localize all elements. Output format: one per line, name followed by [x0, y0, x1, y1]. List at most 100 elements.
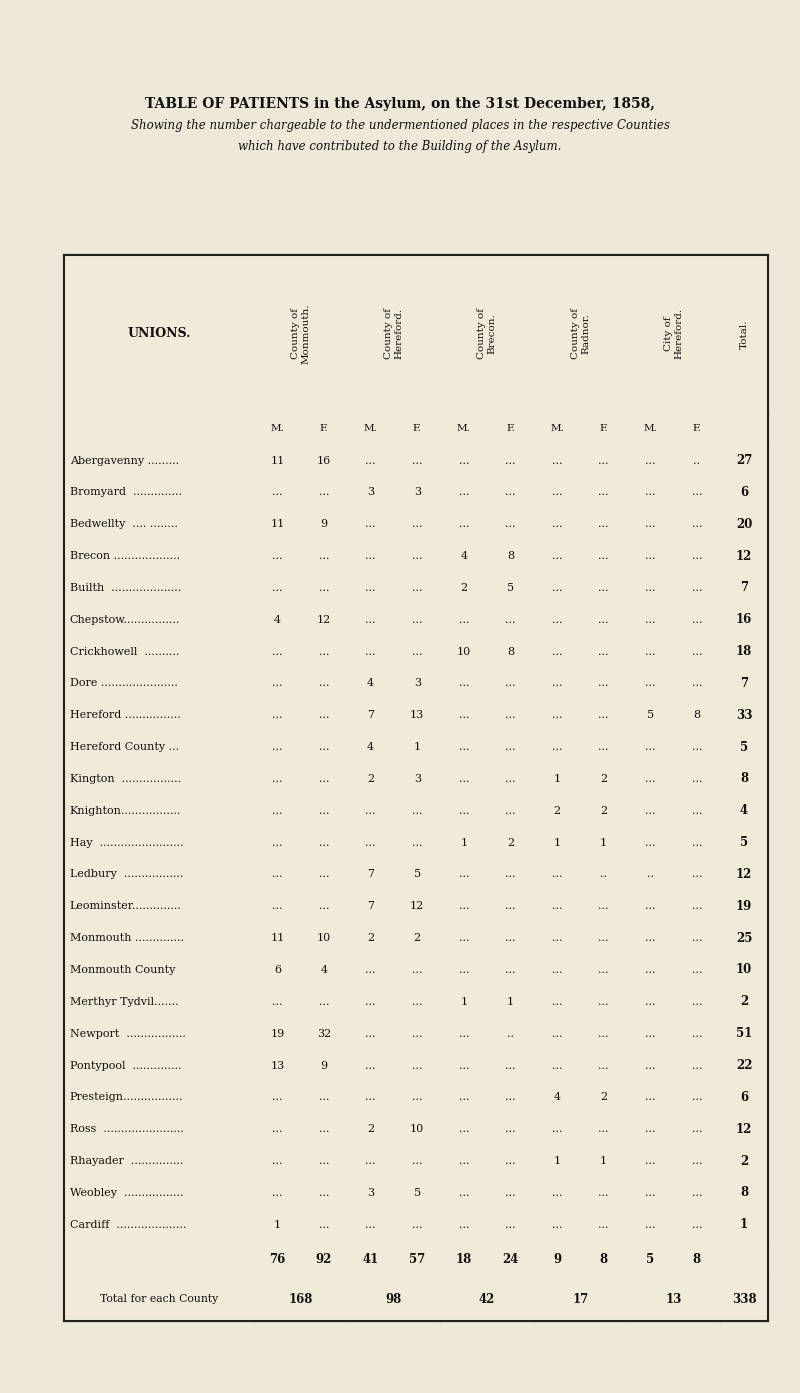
Text: 13: 13: [666, 1293, 682, 1305]
Text: ...: ...: [366, 1220, 376, 1230]
Text: M.: M.: [550, 423, 564, 433]
Text: ...: ...: [505, 1156, 516, 1166]
Text: F.: F.: [320, 423, 328, 433]
Text: ...: ...: [412, 997, 422, 1007]
Text: 16: 16: [736, 613, 752, 627]
Text: ...: ...: [272, 678, 282, 688]
Text: ...: ...: [458, 678, 469, 688]
Text: 12: 12: [317, 614, 331, 624]
Text: ...: ...: [691, 520, 702, 529]
Text: ...: ...: [458, 1220, 469, 1230]
Text: 57: 57: [409, 1252, 426, 1266]
Text: TABLE OF PATIENTS in the Asylum, on the 31st December, 1858,: TABLE OF PATIENTS in the Asylum, on the …: [145, 98, 655, 111]
Text: ...: ...: [412, 1092, 422, 1102]
Text: 8: 8: [507, 552, 514, 561]
Text: ...: ...: [272, 742, 282, 752]
Text: 10: 10: [457, 646, 471, 656]
Text: ...: ...: [505, 742, 516, 752]
Text: ...: ...: [691, 614, 702, 624]
Text: ...: ...: [505, 520, 516, 529]
Text: ...: ...: [366, 1028, 376, 1039]
Text: ...: ...: [412, 1060, 422, 1070]
Text: ...: ...: [412, 520, 422, 529]
Text: ..: ..: [646, 869, 654, 879]
Text: 3: 3: [367, 488, 374, 497]
Text: ...: ...: [552, 901, 562, 911]
Text: ...: ...: [598, 488, 609, 497]
Text: ...: ...: [458, 614, 469, 624]
Text: 51: 51: [736, 1027, 752, 1041]
Text: ...: ...: [458, 1124, 469, 1134]
Text: ...: ...: [552, 869, 562, 879]
Text: M.: M.: [643, 423, 657, 433]
Text: 27: 27: [736, 454, 752, 467]
Text: 10: 10: [317, 933, 331, 943]
Text: ...: ...: [598, 742, 609, 752]
Text: 32: 32: [317, 1028, 331, 1039]
Text: ...: ...: [645, 901, 655, 911]
Text: which have contributed to the Building of the Asylum.: which have contributed to the Building o…: [238, 141, 562, 153]
Text: ...: ...: [366, 614, 376, 624]
Text: ...: ...: [458, 1028, 469, 1039]
Text: M.: M.: [457, 423, 470, 433]
Text: Cardiff  ....................: Cardiff ....................: [70, 1220, 186, 1230]
Text: 4: 4: [367, 742, 374, 752]
Text: 8: 8: [740, 773, 748, 786]
Text: M.: M.: [364, 423, 378, 433]
Text: ...: ...: [458, 742, 469, 752]
Text: 1: 1: [460, 837, 467, 847]
Text: ...: ...: [598, 614, 609, 624]
Text: ...: ...: [318, 869, 330, 879]
Text: ...: ...: [552, 678, 562, 688]
Text: ...: ...: [598, 1060, 609, 1070]
Text: ...: ...: [645, 614, 655, 624]
Text: ..: ..: [694, 456, 700, 465]
Text: 3: 3: [414, 678, 421, 688]
Text: ...: ...: [552, 742, 562, 752]
Text: ...: ...: [691, 678, 702, 688]
Text: Hereford County ...: Hereford County ...: [70, 742, 178, 752]
Text: ...: ...: [691, 646, 702, 656]
Text: 8: 8: [694, 710, 700, 720]
Text: ...: ...: [272, 1124, 282, 1134]
Text: 12: 12: [736, 868, 752, 880]
Text: ...: ...: [691, 1060, 702, 1070]
Text: 11: 11: [270, 520, 285, 529]
Text: ...: ...: [645, 582, 655, 593]
Text: ...: ...: [458, 869, 469, 879]
Text: 12: 12: [736, 550, 752, 563]
Text: ...: ...: [318, 1092, 330, 1102]
Text: County of
Hereford.: County of Hereford.: [384, 308, 403, 359]
Text: Leominster..............: Leominster..............: [70, 901, 182, 911]
Text: ...: ...: [645, 1156, 655, 1166]
Text: ...: ...: [505, 965, 516, 975]
Text: ...: ...: [645, 1188, 655, 1198]
Text: ...: ...: [318, 1188, 330, 1198]
Text: 5: 5: [646, 1252, 654, 1266]
Text: ...: ...: [318, 805, 330, 816]
Text: ...: ...: [505, 1092, 516, 1102]
Text: ...: ...: [318, 837, 330, 847]
Text: 5: 5: [414, 1188, 421, 1198]
Text: ...: ...: [272, 1092, 282, 1102]
Text: ...: ...: [505, 488, 516, 497]
Text: 76: 76: [270, 1252, 286, 1266]
Text: Bedwellty  .... ........: Bedwellty .... ........: [70, 520, 178, 529]
Text: 25: 25: [736, 932, 752, 944]
Text: 18: 18: [736, 645, 752, 657]
Text: ...: ...: [598, 582, 609, 593]
Text: Pontypool  ..............: Pontypool ..............: [70, 1060, 181, 1070]
Text: ...: ...: [412, 646, 422, 656]
Text: ...: ...: [272, 710, 282, 720]
Text: Ledbury  .................: Ledbury .................: [70, 869, 183, 879]
Text: Builth  ....................: Builth ....................: [70, 582, 181, 593]
Text: ...: ...: [366, 552, 376, 561]
Text: Bromyard  ..............: Bromyard ..............: [70, 488, 182, 497]
Text: ...: ...: [505, 678, 516, 688]
Text: 5: 5: [740, 741, 748, 754]
Text: Total for each County: Total for each County: [100, 1294, 218, 1304]
Text: 7: 7: [367, 901, 374, 911]
Text: ...: ...: [552, 614, 562, 624]
Text: ...: ...: [272, 775, 282, 784]
Text: 1: 1: [600, 1156, 607, 1166]
